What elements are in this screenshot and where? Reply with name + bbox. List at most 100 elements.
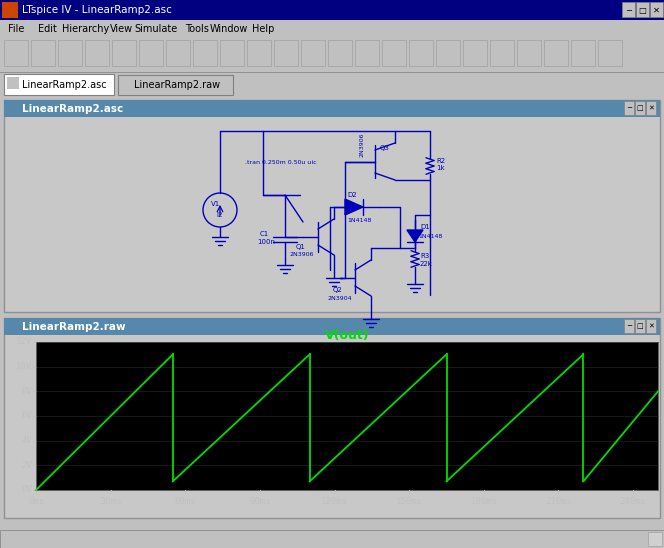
Bar <box>36 342 658 490</box>
Text: 60ms: 60ms <box>175 496 196 505</box>
Text: Help: Help <box>252 24 274 33</box>
Text: V1: V1 <box>211 201 220 207</box>
Text: 150ms: 150ms <box>396 496 423 505</box>
Text: 1N4148: 1N4148 <box>418 235 442 239</box>
Bar <box>646 101 656 115</box>
Text: Simulate: Simulate <box>134 24 177 33</box>
Text: I2: I2 <box>216 212 222 218</box>
Bar <box>409 40 433 66</box>
Bar <box>4 40 28 66</box>
Bar <box>436 40 460 66</box>
Text: 1k: 1k <box>436 165 445 171</box>
Bar <box>112 40 136 66</box>
Bar <box>247 40 271 66</box>
Bar <box>0 20 664 37</box>
Bar <box>4 100 660 117</box>
Polygon shape <box>407 230 423 242</box>
Bar <box>0 0 664 20</box>
Text: 120ms: 120ms <box>321 496 348 505</box>
Bar <box>4 100 660 312</box>
Bar <box>355 40 379 66</box>
Bar <box>646 319 656 333</box>
Text: 0ms: 0ms <box>28 496 44 505</box>
Text: V(out): V(out) <box>325 329 369 342</box>
Text: LinearRamp2.asc: LinearRamp2.asc <box>22 104 124 113</box>
Text: 30ms: 30ms <box>100 496 122 505</box>
Bar <box>598 40 622 66</box>
Bar <box>636 2 649 17</box>
Text: ─: ─ <box>627 323 631 329</box>
Text: ─: ─ <box>626 5 631 14</box>
Text: ✕: ✕ <box>648 323 654 329</box>
Bar <box>0 37 664 73</box>
Text: ✕: ✕ <box>653 5 660 14</box>
Bar <box>139 40 163 66</box>
Text: 210ms: 210ms <box>545 496 572 505</box>
Text: LinearRamp2.raw: LinearRamp2.raw <box>134 80 220 90</box>
Text: Q2: Q2 <box>333 287 343 293</box>
Bar <box>7 77 19 89</box>
Text: 2N3906: 2N3906 <box>290 252 315 256</box>
Bar <box>4 74 114 95</box>
Text: LinearRamp2.asc: LinearRamp2.asc <box>22 80 107 90</box>
Bar <box>517 40 541 66</box>
Text: LTspice IV - LinearRamp2.asc: LTspice IV - LinearRamp2.asc <box>22 5 172 15</box>
Text: Q3: Q3 <box>380 145 390 151</box>
Text: Window: Window <box>210 24 248 33</box>
Text: Tools: Tools <box>185 24 209 33</box>
Text: □: □ <box>637 105 643 111</box>
Bar <box>635 101 645 115</box>
Text: D2: D2 <box>347 192 357 198</box>
Text: 0V: 0V <box>21 486 32 494</box>
Bar <box>490 40 514 66</box>
Bar <box>166 40 190 66</box>
Bar <box>624 319 634 333</box>
Text: ─: ─ <box>627 105 631 111</box>
Bar <box>4 318 660 518</box>
Bar <box>648 532 662 546</box>
Text: 22k: 22k <box>420 261 433 267</box>
Text: ✕: ✕ <box>648 105 654 111</box>
Text: 1N4148: 1N4148 <box>347 219 371 224</box>
Text: Edit: Edit <box>38 24 57 33</box>
Text: 4V: 4V <box>21 436 32 445</box>
Bar <box>382 40 406 66</box>
Bar <box>635 319 645 333</box>
Bar <box>0 530 664 548</box>
Bar <box>0 73 664 95</box>
Text: R2: R2 <box>436 158 445 164</box>
Text: 2N3906: 2N3906 <box>360 133 365 157</box>
Bar <box>2 2 18 18</box>
Bar <box>544 40 568 66</box>
Text: 10V: 10V <box>16 362 32 371</box>
Text: 100n: 100n <box>257 239 275 245</box>
Bar <box>301 40 325 66</box>
Text: C1: C1 <box>260 231 269 237</box>
Bar <box>4 318 660 335</box>
Text: Q1: Q1 <box>296 244 306 250</box>
Bar <box>118 75 233 95</box>
Text: 6V: 6V <box>21 412 32 420</box>
Text: 12V: 12V <box>16 338 32 346</box>
Text: LinearRamp2.raw: LinearRamp2.raw <box>22 322 125 332</box>
Bar <box>571 40 595 66</box>
Text: Hierarchy: Hierarchy <box>62 24 110 33</box>
Bar <box>650 2 663 17</box>
Bar <box>58 40 82 66</box>
Bar <box>463 40 487 66</box>
Bar <box>622 2 635 17</box>
Bar <box>31 40 55 66</box>
Text: □: □ <box>637 323 643 329</box>
Text: File: File <box>8 24 25 33</box>
Text: 8V: 8V <box>21 387 32 396</box>
Bar <box>274 40 298 66</box>
Text: 240ms: 240ms <box>620 496 647 505</box>
Bar <box>328 40 352 66</box>
Bar <box>193 40 217 66</box>
Bar <box>6 102 19 115</box>
Bar <box>624 101 634 115</box>
Text: .tran 0.250m 0.50u uic: .tran 0.250m 0.50u uic <box>245 161 317 165</box>
Text: View: View <box>110 24 133 33</box>
Text: D1: D1 <box>420 224 430 230</box>
Bar <box>220 40 244 66</box>
